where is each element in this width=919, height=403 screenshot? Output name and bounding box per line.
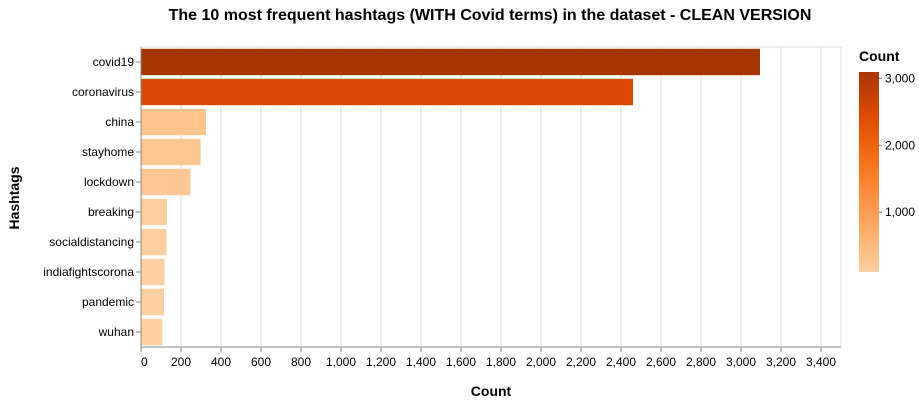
x-tick-label: 3,200 [766, 355, 796, 369]
x-tick-label: 2,600 [646, 355, 676, 369]
x-tick-label: 1,400 [406, 355, 436, 369]
bar [141, 318, 163, 346]
bar [141, 288, 164, 316]
chart-title: The 10 most frequent hashtags (WITH Covi… [169, 7, 812, 24]
x-tick-label: 2,400 [606, 355, 636, 369]
bar [141, 108, 206, 136]
x-tick-label: 200 [171, 355, 191, 369]
x-tick-label: 2,200 [566, 355, 596, 369]
y-tick-label: covid19 [93, 55, 135, 69]
x-tick-label: 0 [141, 355, 148, 369]
y-tick-label: indiafightscorona [43, 265, 134, 279]
legend-gradient-bar [859, 72, 879, 272]
x-tick-label: 600 [251, 355, 271, 369]
bar [141, 198, 167, 226]
x-tick-label: 1,200 [366, 355, 396, 369]
y-tick-label: socialdistancing [49, 235, 134, 249]
x-tick-label: 1,600 [446, 355, 476, 369]
x-tick-label: 400 [211, 355, 231, 369]
bar [141, 228, 167, 256]
bar [141, 48, 760, 76]
color-legend: Count 1,000 2,000 3,000 [859, 48, 915, 272]
x-tick-label: 3,000 [726, 355, 756, 369]
legend-ticks: 1,000 2,000 3,000 [879, 71, 915, 219]
x-tick-label: 800 [291, 355, 311, 369]
x-tick-label: 3,400 [806, 355, 836, 369]
y-tick-label: coronavirus [72, 85, 134, 99]
bar [141, 78, 633, 106]
bars [141, 48, 760, 346]
y-tick-label: breaking [88, 205, 134, 219]
y-tick-label: wuhan [98, 325, 134, 339]
legend-title: Count [859, 48, 900, 64]
x-axis: 0 200 400 600 800 1,000 1,200 1,400 1,600 1,800 2,… [140, 346, 841, 369]
legend-tick-label: 2,000 [885, 138, 915, 152]
x-tick-label: 1,000 [326, 355, 356, 369]
y-axis-title: Hashtags [6, 166, 22, 229]
x-tick-label: 2,800 [686, 355, 716, 369]
y-axis: covid19 coronavirus china stayhome lockdown b… [43, 47, 142, 347]
y-tick-label: lockdown [84, 175, 134, 189]
bar [141, 168, 191, 196]
x-tick-label: 1,800 [486, 355, 516, 369]
y-tick-label: stayhome [82, 145, 134, 159]
legend-tick-label: 1,000 [885, 205, 915, 219]
legend-tick-label: 3,000 [885, 71, 915, 85]
x-tick-label: 2,000 [526, 355, 556, 369]
x-axis-title: Count [471, 383, 512, 399]
y-tick-label: china [105, 115, 134, 129]
bar [141, 138, 201, 166]
bar [141, 258, 165, 286]
y-tick-label: pandemic [82, 295, 134, 309]
